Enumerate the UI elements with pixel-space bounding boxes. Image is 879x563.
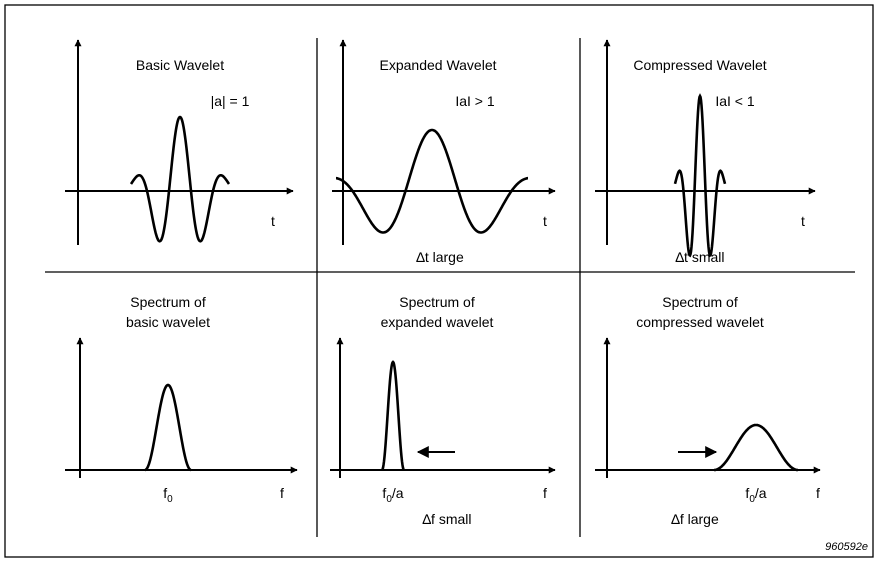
- label: basic wavelet: [126, 314, 210, 330]
- freq-sub: 0: [749, 494, 755, 505]
- freq-base: f: [382, 485, 386, 501]
- curve: [144, 383, 192, 472]
- label: Spectrum of: [399, 294, 475, 310]
- label: ∆t small: [675, 249, 724, 265]
- label: f: [280, 485, 284, 501]
- label: f: [543, 485, 547, 501]
- label: |a| = 1: [211, 93, 250, 109]
- label: ∆t large: [416, 249, 464, 265]
- curve: [381, 360, 405, 471]
- curve: [673, 93, 727, 258]
- figure-id: 960592e: [825, 541, 868, 553]
- label: Basic Wavelet: [136, 57, 224, 73]
- label: expanded wavelet: [381, 314, 494, 330]
- label: compressed wavelet: [636, 314, 764, 330]
- freq-suffix: /a: [392, 485, 404, 501]
- label: f: [816, 485, 820, 501]
- label: t: [543, 213, 547, 229]
- freq-base: f: [163, 485, 167, 501]
- freq-base: f: [745, 485, 749, 501]
- label: IaI < 1: [715, 93, 755, 109]
- curve: [336, 128, 528, 234]
- label: IaI > 1: [455, 93, 495, 109]
- curve: [714, 423, 798, 472]
- freq-label: f0/a: [382, 485, 403, 505]
- curve: [129, 115, 231, 243]
- freq-sub: 0: [167, 494, 173, 505]
- frame: [4, 4, 874, 558]
- label: Spectrum of: [130, 294, 206, 310]
- freq-label: f0: [163, 485, 173, 505]
- label: ∆f large: [671, 511, 719, 527]
- label: Compressed Wavelet: [633, 57, 766, 73]
- label: ∆f small: [422, 511, 471, 527]
- label: Expanded Wavelet: [380, 57, 497, 73]
- label: t: [271, 213, 275, 229]
- freq-suffix: /a: [755, 485, 767, 501]
- freq-sub: 0: [386, 494, 392, 505]
- freq-label: f0/a: [745, 485, 766, 505]
- label: t: [801, 213, 805, 229]
- label: Spectrum of: [662, 294, 738, 310]
